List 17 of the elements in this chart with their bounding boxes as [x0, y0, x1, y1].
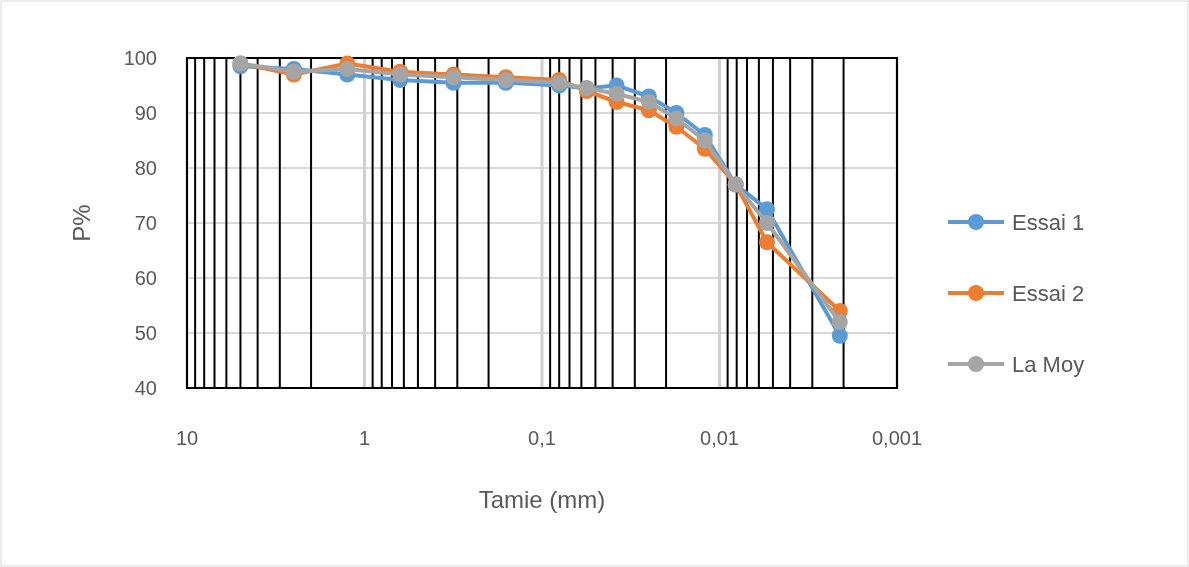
x-tick-label: 1 [358, 427, 371, 449]
y-tick-label: 70 [134, 212, 157, 234]
legend-label: Essai 2 [1012, 281, 1085, 306]
x-tick-label: 0,01 [700, 427, 739, 449]
x-axis-title: Tamie (mm) [478, 486, 606, 513]
x-tick-label: 0,1 [528, 427, 556, 449]
y-tick-label: 80 [134, 157, 157, 179]
x-tick-label: 0,001 [871, 427, 923, 449]
x-tick-label: 10 [175, 427, 199, 449]
y-tick-label: 60 [134, 267, 157, 289]
y-tick-label: 90 [134, 102, 157, 124]
y-axis-title: P% [68, 204, 95, 242]
legend-label: Essai 1 [1012, 210, 1085, 235]
y-tick-label: 100 [123, 47, 157, 69]
legend-label: La Moy [1012, 352, 1085, 377]
y-tick-label: 40 [134, 377, 157, 399]
y-tick-label: 50 [134, 322, 157, 344]
